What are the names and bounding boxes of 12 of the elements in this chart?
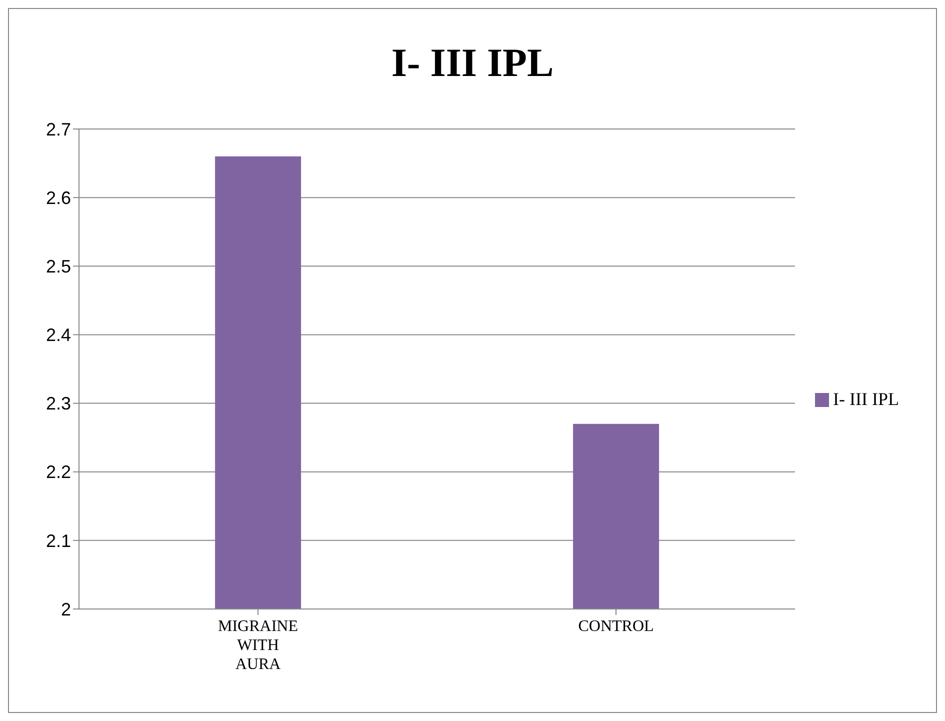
- x-tick-label: CONTROL: [578, 618, 654, 635]
- x-tick-label: MIGRAINE WITH AURA: [218, 618, 298, 673]
- y-tick-label: 2.3: [46, 394, 71, 414]
- chart-title: I- III IPL: [390, 39, 555, 87]
- legend-label: I- III IPL: [833, 388, 899, 408]
- y-tick-label: 2.4: [46, 325, 71, 346]
- y-tick-label: 2.2: [46, 462, 71, 482]
- y-tick-label: 2.1: [46, 530, 71, 551]
- y-tick-label: 2: [60, 599, 71, 620]
- y-tick-label: 2.5: [46, 256, 71, 277]
- y-tick-label: 2.6: [46, 188, 71, 208]
- y-tick-label: 2.7: [46, 119, 71, 140]
